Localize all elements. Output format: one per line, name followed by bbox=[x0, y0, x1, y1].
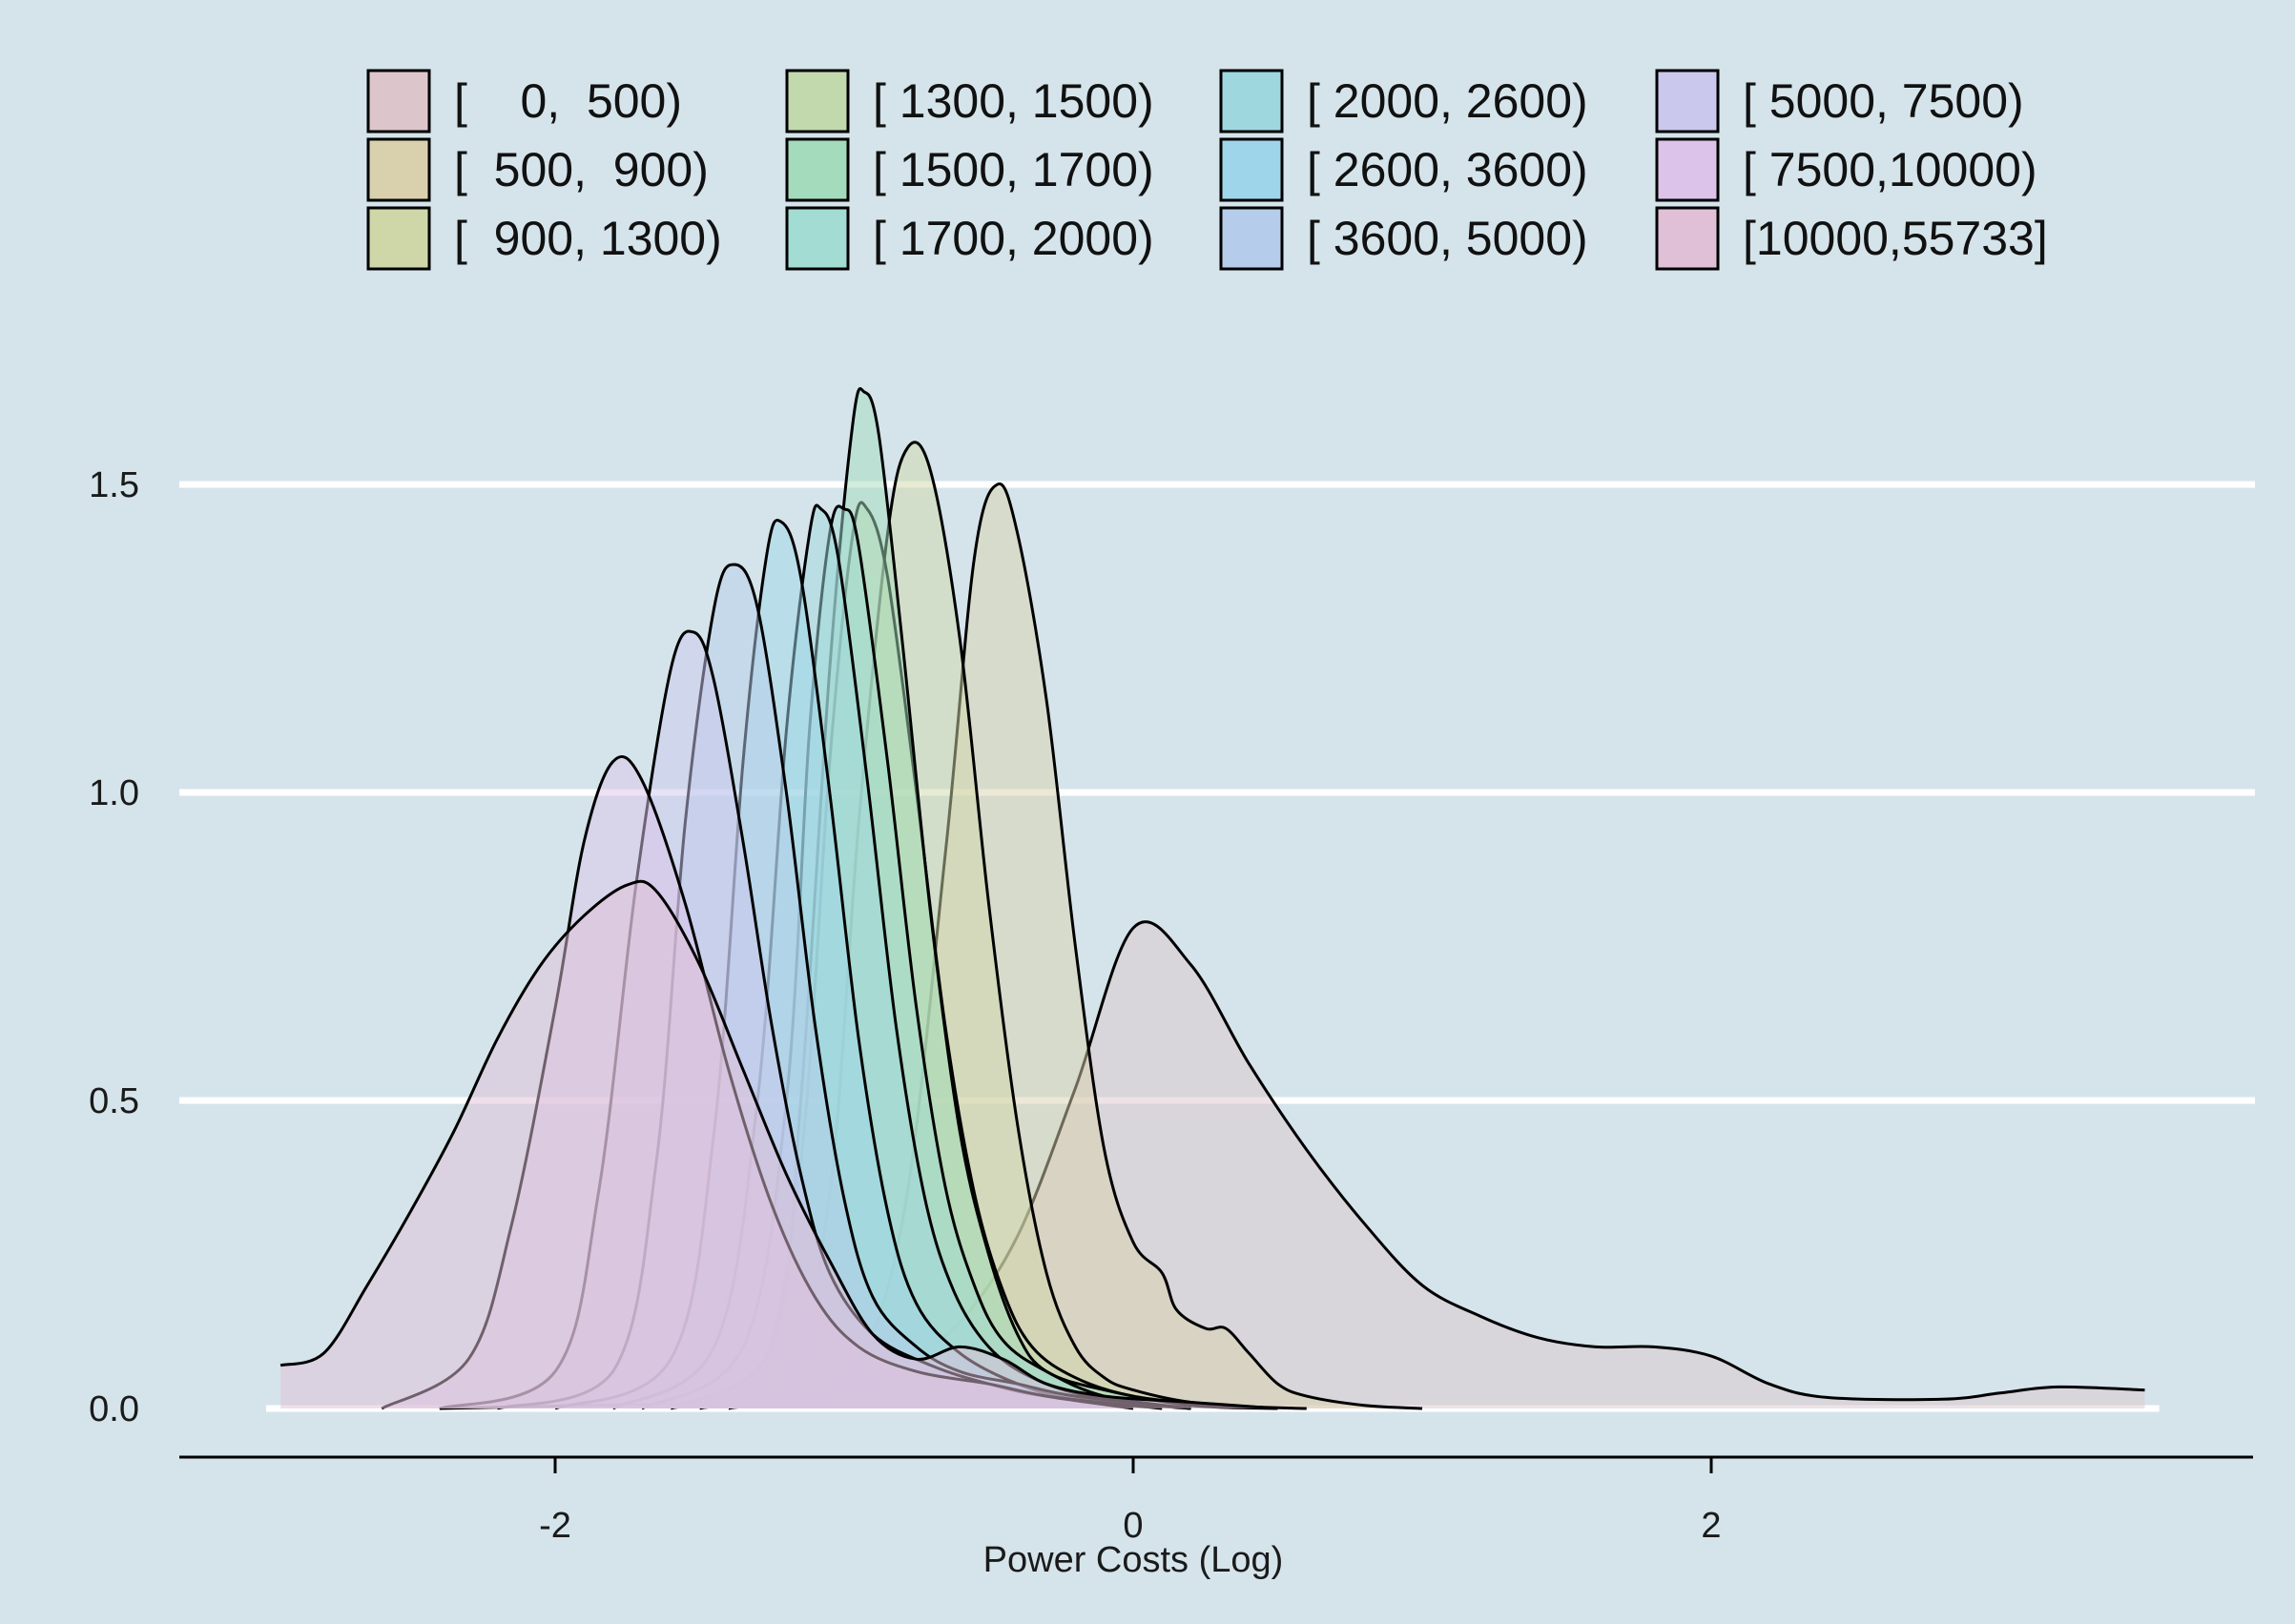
legend-label-1: [ 500, 900) bbox=[454, 143, 709, 196]
legend-swatch-8 bbox=[1219, 206, 1284, 271]
legend-swatch-9 bbox=[1655, 69, 1720, 134]
legend-swatch-0 bbox=[366, 69, 431, 134]
x-axis-ticks: -2 0 2 bbox=[539, 1457, 1722, 1546]
legend: [ 0, 500) [ 500, 900) [ 900, 1300) [ 1300, … bbox=[366, 69, 2048, 271]
y-tick-label: 1.0 bbox=[89, 773, 139, 813]
legend-swatch-2 bbox=[366, 206, 431, 271]
y-tick-label: 0.0 bbox=[89, 1389, 139, 1429]
legend-label-7: [ 2600, 3600) bbox=[1307, 143, 1588, 196]
x-tick-label: -2 bbox=[539, 1506, 571, 1546]
legend-label-10: [ 7500,10000) bbox=[1743, 143, 2037, 196]
legend-swatch-5 bbox=[785, 206, 850, 271]
y-axis-ticks: 0.0 0.5 1.0 1.5 bbox=[89, 465, 139, 1429]
density-area-1 bbox=[728, 483, 1422, 1408]
legend-swatch-1 bbox=[366, 137, 431, 202]
x-tick-label: 0 bbox=[1123, 1506, 1143, 1546]
legend-swatch-4 bbox=[785, 137, 850, 202]
legend-swatch-7 bbox=[1219, 137, 1284, 202]
legend-label-5: [ 1700, 2000) bbox=[873, 212, 1154, 265]
legend-label-3: [ 1300, 1500) bbox=[873, 74, 1154, 128]
legend-label-2: [ 900, 1300) bbox=[454, 212, 722, 265]
legend-label-0: [ 0, 500) bbox=[454, 74, 682, 128]
legend-swatch-10 bbox=[1655, 137, 1720, 202]
density-area-11 bbox=[280, 881, 1278, 1408]
legend-label-11: [10000,55733] bbox=[1743, 212, 2048, 265]
density-area-0 bbox=[439, 921, 2145, 1408]
y-tick-label: 1.5 bbox=[89, 465, 139, 505]
density-areas bbox=[279, 387, 2145, 1410]
legend-label-4: [ 1500, 1700) bbox=[873, 143, 1154, 196]
legend-swatch-11 bbox=[1655, 206, 1720, 271]
x-tick-label: 2 bbox=[1701, 1506, 1721, 1546]
legend-label-9: [ 5000, 7500) bbox=[1743, 74, 2024, 128]
density-outline-11 bbox=[279, 879, 1278, 1410]
legend-label-6: [ 2000, 2600) bbox=[1307, 74, 1588, 128]
legend-swatch-3 bbox=[785, 69, 850, 134]
y-tick-label: 0.5 bbox=[89, 1081, 139, 1121]
x-axis-title: Power Costs (Log) bbox=[983, 1540, 1284, 1580]
legend-swatch-6 bbox=[1219, 69, 1284, 134]
legend-label-8: [ 3600, 5000) bbox=[1307, 212, 1588, 265]
